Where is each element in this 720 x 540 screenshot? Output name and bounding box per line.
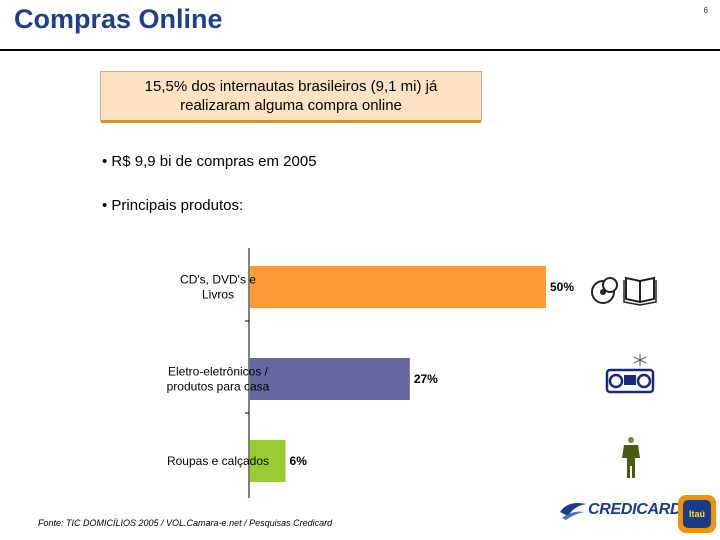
- bar-0: [250, 266, 546, 308]
- category-label-0-0: CD's, DVD's e: [180, 273, 256, 287]
- page-title: Compras Online: [14, 4, 223, 34]
- credicard-wordmark: CREDICARD: [588, 501, 682, 518]
- cd-books-icon: [591, 276, 657, 306]
- bar-value-label-1: 27%: [414, 372, 438, 386]
- bar-1: [250, 358, 410, 400]
- highlight-line-2: realizaram alguma compra online: [180, 97, 402, 114]
- category-label-1-0: Eletro-eletrônicos /: [168, 365, 269, 379]
- category-label-1-1: produtos para casa: [167, 380, 270, 394]
- boombox-icon: [605, 354, 655, 394]
- highlight-box: 15,5% dos internautas brasileiros (9,1 m…: [100, 71, 482, 123]
- category-label-2-0: Roupas e calçados: [167, 454, 269, 468]
- itau-wordmark: Itaú: [683, 500, 711, 528]
- itau-logo: Itaú: [678, 495, 716, 533]
- source-note: Fonte: TIC DOMICÍLIOS 2005 / VOL.Camara-…: [38, 518, 333, 528]
- bar-value-label-2: 6%: [290, 454, 308, 468]
- credicard-logo: CREDICARD: [558, 498, 682, 522]
- credicard-swoosh-icon: [560, 503, 586, 520]
- bar-2: [250, 440, 286, 482]
- bar-value-label-0: 50%: [550, 280, 574, 294]
- clothes-icon: [622, 437, 640, 478]
- highlight-line-1: 15,5% dos internautas brasileiros (9,1 m…: [144, 78, 438, 95]
- page-number: 6: [703, 6, 708, 15]
- title-divider: [0, 49, 720, 51]
- bullet-purchases: • R$ 9,9 bi de compras em 2005: [102, 153, 317, 170]
- bullet-products: • Principais produtos:: [102, 197, 244, 214]
- highlight-box-shadow: [101, 120, 481, 123]
- category-label-0-1: Livros: [202, 288, 234, 302]
